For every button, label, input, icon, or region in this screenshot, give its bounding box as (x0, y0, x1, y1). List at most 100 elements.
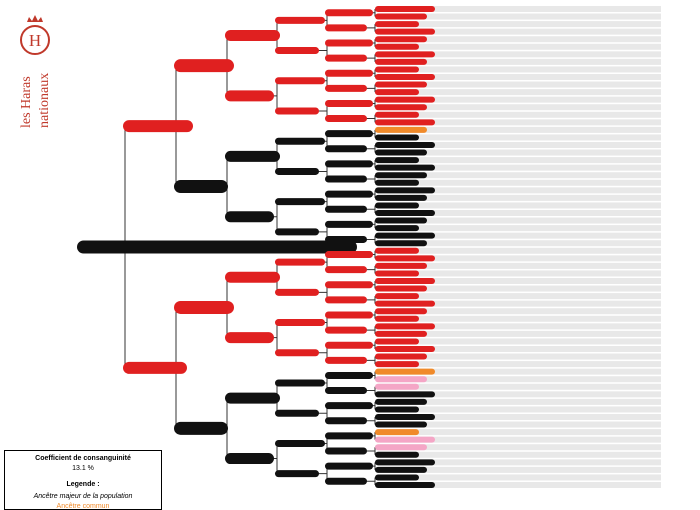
ancestor-mark-gen6 (375, 300, 435, 307)
gen6-bar (380, 21, 661, 28)
legend-box: Coefficient de consanguinité 13.1 % Lege… (4, 450, 162, 510)
gen6-bar (380, 217, 661, 224)
ancestor-mark-gen2 (174, 300, 234, 314)
gen6-bar (380, 255, 661, 262)
gen6-bar (380, 414, 661, 420)
ancestor-mark-gen4 (275, 77, 325, 85)
ancestor-mark-gen6 (375, 255, 435, 262)
ancestor-mark-gen3 (225, 332, 274, 344)
gen6-bar (380, 134, 661, 141)
gen6-bar (380, 330, 661, 337)
crown-emblem-icon: H (20, 15, 50, 55)
ancestor-mark-gen5 (325, 69, 373, 77)
root-horse-mark (77, 240, 357, 254)
ancestor-mark-gen6 (375, 308, 427, 315)
ancestor-mark-gen6 (375, 74, 435, 80)
ancestor-mark-gen6 (375, 157, 419, 164)
gen6-bar (380, 194, 661, 201)
ancestor-mark-gen4 (275, 228, 319, 236)
gen6-bar (380, 157, 661, 164)
ancestor-mark-gen6 (375, 406, 419, 413)
emblem-letter: H (29, 31, 41, 50)
gen6-bar (380, 6, 661, 12)
gen6-bar (380, 353, 661, 360)
ancestor-mark-gen6 (375, 164, 435, 171)
ancestor-mark-gen6 (375, 187, 435, 194)
ancestor-mark-gen4 (275, 107, 319, 115)
coef-value: 13.1 % (72, 465, 94, 472)
ancestor-mark-gen1 (123, 361, 187, 374)
ancestor-mark-gen5 (325, 84, 367, 92)
ancestor-mark-gen6 (375, 240, 427, 247)
ancestor-mark-gen4 (275, 198, 325, 206)
ancestor-mark-gen6 (375, 28, 435, 35)
ancestor-mark-gen6 (375, 376, 427, 383)
ancestor-mark-gen6 (375, 89, 419, 96)
ancestor-mark-gen4 (275, 47, 319, 55)
ancestor-mark-gen5 (325, 477, 367, 485)
ancestor-mark-gen6 (375, 466, 427, 473)
ancestor-mark-gen6 (375, 451, 419, 458)
ancestor-mark-gen4 (275, 319, 325, 327)
gen6-bar (380, 421, 661, 428)
gen6-bar (380, 232, 661, 239)
ancestor-mark-gen5 (325, 9, 373, 17)
ancestor-mark-gen4 (275, 258, 325, 266)
ancestor-mark-gen5 (325, 115, 367, 123)
ancestor-mark-gen4 (275, 167, 319, 175)
ancestor-mark-gen6 (375, 247, 419, 254)
ancestor-mark-gen6 (375, 414, 435, 420)
ancestor-mark-gen5 (325, 326, 367, 334)
ancestor-mark-gen5 (325, 190, 373, 198)
gen6-bar (380, 482, 661, 488)
ancestor-mark-gen4 (275, 409, 319, 417)
gen6-bar (380, 43, 661, 50)
ancestor-mark-gen6 (375, 368, 435, 375)
gen6-bar (380, 398, 661, 405)
ancestor-mark-gen3 (225, 271, 280, 283)
ancestor-mark-gen6 (375, 338, 419, 345)
ancestor-mark-gen6 (375, 474, 419, 481)
gen6-bar (380, 104, 661, 111)
ancestor-mark-gen6 (375, 202, 419, 209)
ancestor-mark-gen5 (325, 462, 373, 470)
gen6-bar (380, 51, 661, 58)
gen6-bar (380, 451, 661, 458)
ancestor-mark-gen5 (325, 235, 367, 243)
gen6-bar (380, 383, 661, 390)
ancestor-mark-gen3 (225, 211, 274, 223)
ancestor-mark-gen6 (375, 126, 427, 133)
ancestor-mark-gen6 (375, 436, 435, 443)
ancestor-mark-gen5 (325, 417, 367, 425)
ancestor-mark-gen4 (275, 16, 325, 24)
gen6-bar (380, 225, 661, 232)
ancestor-mark-gen4 (275, 288, 319, 296)
gen6-bar (380, 240, 661, 247)
ancestor-mark-gen6 (375, 172, 427, 179)
gen6-bar (380, 346, 661, 352)
ancestor-mark-gen5 (325, 54, 367, 62)
ancestor-mark-gen6 (375, 6, 435, 12)
ancestor-mark-gen5 (325, 145, 367, 153)
ancestor-mark-gen6 (375, 51, 435, 58)
gen6-bar (380, 142, 661, 148)
ancestor-mark-gen4 (275, 439, 325, 447)
ancestor-mark-gen6 (375, 482, 435, 488)
ancestor-mark-gen5 (325, 39, 373, 47)
ancestor-mark-gen6 (375, 315, 419, 322)
ancestor-mark-gen6 (375, 278, 435, 284)
gen6-bar (380, 459, 661, 466)
ancestor-mark-gen6 (375, 43, 419, 50)
ancestor-mark-gen6 (375, 58, 427, 65)
ancestor-mark-gen5 (325, 281, 373, 289)
ancestor-mark-gen5 (325, 24, 367, 32)
ancestor-mark-gen6 (375, 134, 419, 141)
ancestor-mark-gen6 (375, 391, 435, 398)
gen6-bar (380, 429, 661, 436)
gen6-bar (380, 323, 661, 330)
gen6-bar (380, 436, 661, 443)
gen6-bar (380, 119, 661, 126)
ancestor-mark-gen6 (375, 398, 427, 405)
gen6-bar (380, 58, 661, 65)
